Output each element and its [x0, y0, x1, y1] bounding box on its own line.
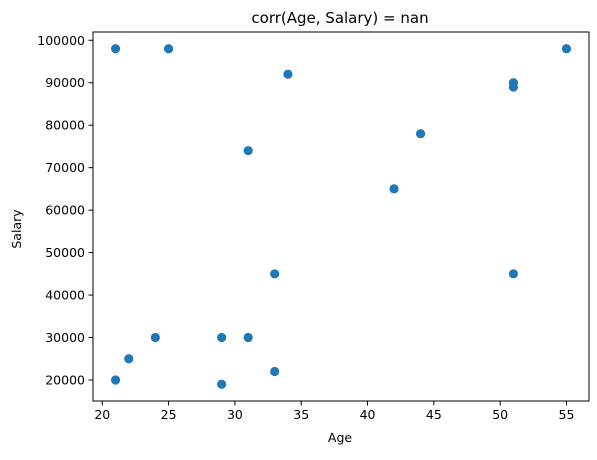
- data-point: [217, 332, 227, 343]
- x-tick-label: 30: [227, 407, 243, 422]
- x-axis-label: Age: [328, 430, 352, 445]
- data-point: [270, 269, 280, 279]
- y-tick-label: 70000: [45, 160, 85, 175]
- data-point: [508, 82, 519, 92]
- chart-title: corr(Age, Salary) = nan: [251, 9, 428, 27]
- y-tick-label: 60000: [45, 203, 85, 218]
- data-point: [270, 366, 280, 377]
- plot-frame: [92, 31, 590, 402]
- data-point: [561, 44, 572, 54]
- x-tick-label: 25: [161, 407, 177, 422]
- y-tick-label: 90000: [45, 75, 85, 90]
- data-point: [415, 129, 426, 139]
- x-tick-label: 45: [426, 407, 442, 422]
- x-tick-label: 50: [492, 407, 508, 422]
- x-tick-label: 40: [360, 407, 376, 422]
- data-point: [150, 332, 160, 343]
- x-tick-label: 55: [559, 407, 575, 422]
- y-tick-label: 20000: [45, 372, 85, 387]
- y-axis-label: Salary: [9, 209, 24, 249]
- data-point: [389, 184, 399, 194]
- data-point: [163, 44, 174, 54]
- data-point: [124, 354, 134, 364]
- data-point: [283, 69, 293, 79]
- y-tick-label: 100000: [37, 33, 85, 48]
- y-tick-label: 50000: [45, 245, 85, 260]
- data-point: [508, 269, 519, 279]
- data-point: [243, 146, 253, 156]
- y-tick-label: 80000: [45, 118, 85, 133]
- data-point: [110, 44, 121, 54]
- plot-area: 20 25 30 35 40 45 50 55 20000 30000 40000 50000 6000…: [37, 31, 590, 422]
- y-tick-label: 30000: [45, 330, 85, 345]
- y-tick-label: 40000: [45, 288, 85, 303]
- x-tick-label: 35: [293, 407, 309, 422]
- data-point: [217, 379, 227, 389]
- x-tick-label: 20: [94, 407, 110, 422]
- data-point: [243, 332, 253, 343]
- data-point: [110, 375, 121, 385]
